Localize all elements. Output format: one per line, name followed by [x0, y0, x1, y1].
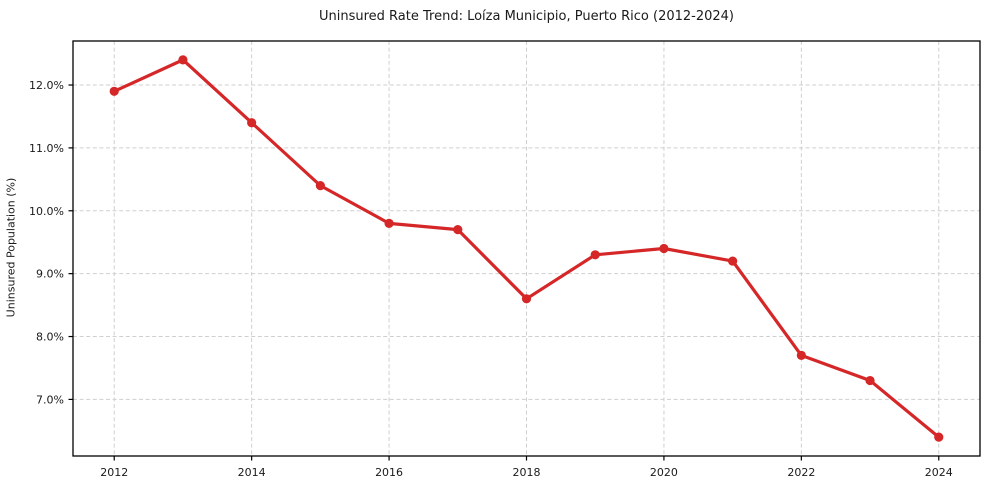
x-tick-label: 2020: [650, 466, 678, 479]
data-point-2012: [109, 86, 119, 96]
x-tick-label: 2018: [513, 466, 541, 479]
data-point-2023: [865, 375, 875, 386]
data-point-2013: [178, 55, 188, 65]
data-point-2022: [796, 350, 806, 360]
y-tick-label: 9.0%: [36, 268, 64, 281]
x-tick-label: 2022: [787, 466, 815, 479]
data-point-2016: [384, 218, 394, 228]
data-point-2017: [453, 225, 463, 235]
y-tick-label: 8.0%: [36, 331, 64, 344]
x-tick-label: 2024: [925, 466, 953, 479]
y-tick-label: 11.0%: [29, 142, 64, 155]
data-point-2020: [659, 243, 669, 254]
y-tick-label: 12.0%: [29, 79, 64, 92]
y-axis-label: Uninsured Population (%): [4, 177, 18, 318]
y-tick-label: 10.0%: [29, 205, 64, 218]
x-tick-label: 2014: [238, 466, 266, 479]
data-point-2024: [934, 432, 944, 442]
data-point-2021: [728, 256, 738, 266]
y-tick-label: 7.0%: [36, 393, 64, 406]
x-tick-label: 2012: [100, 466, 128, 479]
x-tick-label: 2016: [375, 466, 403, 479]
data-point-2015: [315, 181, 325, 191]
chart-title: Uninsured Rate Trend: Loíza Municipio, P…: [319, 9, 734, 24]
data-point-2019: [590, 250, 600, 260]
data-point-2018: [521, 294, 532, 304]
data-point-2014: [247, 118, 257, 128]
